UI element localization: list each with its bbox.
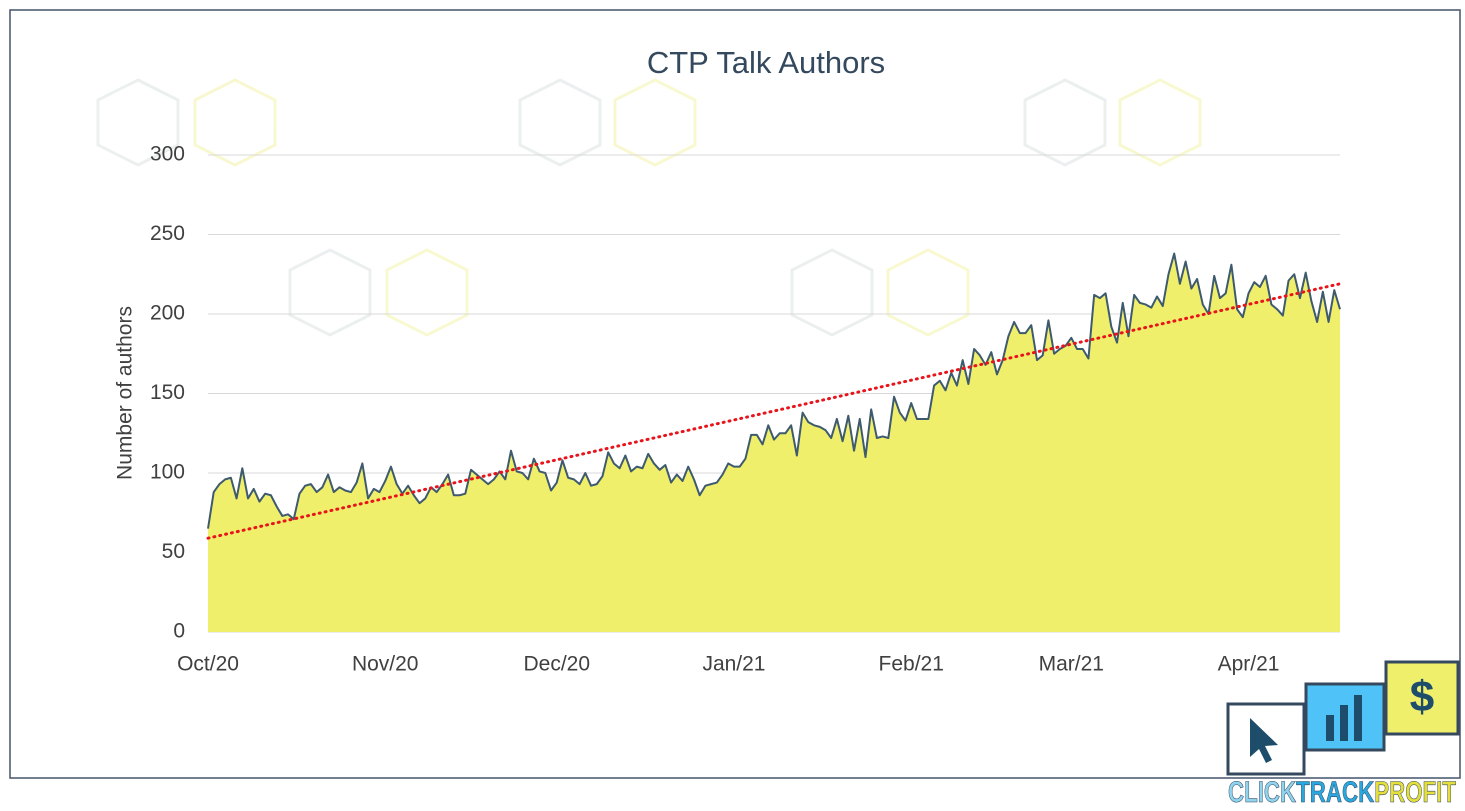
x-tick-label: Mar/21 bbox=[1039, 653, 1104, 676]
trendline bbox=[206, 282, 1342, 540]
y-axis-label: Number of authors bbox=[114, 306, 137, 480]
x-tick-label: Oct/20 bbox=[177, 653, 239, 676]
x-tick-label: Jan/21 bbox=[702, 653, 765, 676]
y-tick-label: 250 bbox=[150, 222, 185, 245]
y-tick-label: 200 bbox=[150, 302, 185, 325]
line bbox=[207, 252, 1341, 529]
y-tick-label: 150 bbox=[150, 381, 185, 404]
y-tick-label: 300 bbox=[150, 143, 185, 166]
x-tick-label: Dec/20 bbox=[523, 653, 590, 676]
logo-text: CLICKTRACKPROFIT bbox=[1228, 776, 1456, 809]
x-tick-label: Feb/21 bbox=[879, 653, 944, 676]
logo-part: CLICK bbox=[1228, 776, 1296, 809]
y-tick-label: 50 bbox=[162, 540, 185, 563]
watermark bbox=[96, 78, 1202, 337]
y-tick-label: 0 bbox=[173, 620, 185, 643]
chart-title: CTP Talk Authors bbox=[647, 45, 885, 80]
x-tick-label: Apr/21 bbox=[1218, 653, 1280, 676]
logo-part: TRACK bbox=[1296, 776, 1374, 809]
y-tick-label: 100 bbox=[150, 461, 185, 484]
plot: 0 50 100 150 200 250 300 Oct/20 Nov/20 Dec/20 Jan/… bbox=[150, 143, 1342, 676]
logo-part: PROFIT bbox=[1374, 776, 1456, 809]
area bbox=[208, 253, 1340, 632]
logo: $ CLICKTRACKPROFIT bbox=[1226, 660, 1460, 809]
svg-text:$: $ bbox=[1410, 673, 1434, 722]
x-tick-label: Nov/20 bbox=[352, 653, 419, 676]
